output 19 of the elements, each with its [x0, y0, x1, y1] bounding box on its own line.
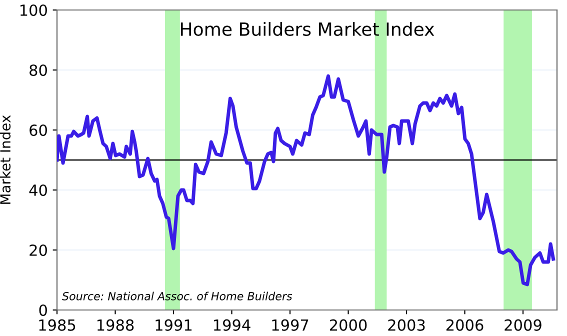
y-tick-label: 80 — [30, 64, 47, 76]
x-tick-label: 2000 — [330, 319, 367, 331]
y-tick-label: 0 — [39, 304, 47, 316]
x-tick-label: 1985 — [39, 319, 76, 331]
line-series — [57, 74, 556, 286]
annotation: Source: National Assoc. of Home Builders — [62, 292, 292, 300]
x-tick-label: 1988 — [97, 319, 134, 331]
x-tick-label: 1997 — [272, 319, 308, 331]
y-tick-label: 40 — [29, 184, 47, 196]
x-tick-label: 2006 — [446, 319, 484, 331]
y-axis-title: Market Index — [0, 115, 11, 204]
y-tick-label: 60 — [30, 124, 47, 136]
x-tick-label: 2003 — [388, 319, 425, 331]
x-tick-label: 1991 — [156, 319, 192, 331]
y-tick-label: 100 — [20, 4, 47, 16]
text: Home Builders Market Index — [180, 22, 434, 36]
y-tick-label: 20 — [30, 244, 47, 256]
x-tick-label: 2009 — [504, 319, 542, 331]
x-tick-label: 1994 — [214, 319, 250, 331]
